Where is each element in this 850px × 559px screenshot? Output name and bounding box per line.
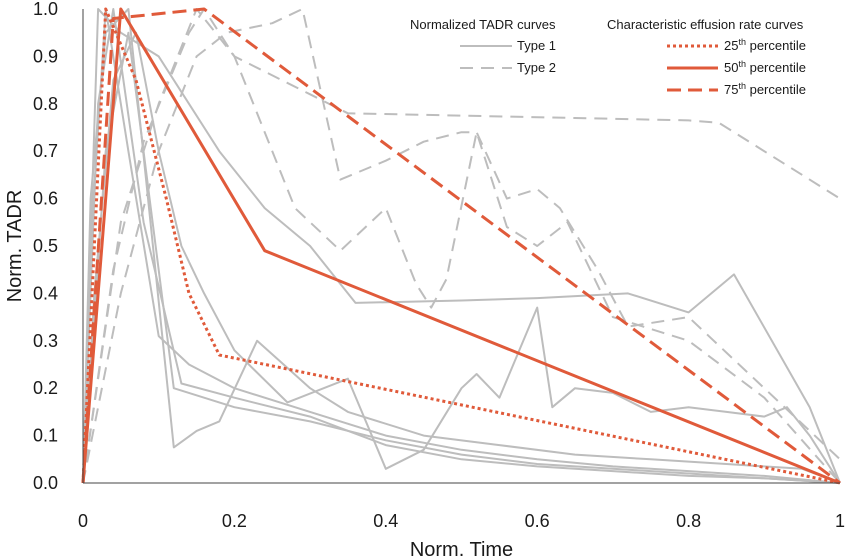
y-tick-label: 0.0 <box>33 473 58 493</box>
x-axis-title: Norm. Time <box>410 539 513 559</box>
series-line-0 <box>82 8 841 484</box>
series-layer <box>81 7 841 485</box>
series-line-11 <box>81 7 841 485</box>
x-tick-label: 1 <box>835 511 845 531</box>
y-tick-label: 0.8 <box>33 94 58 114</box>
series-line-7 <box>82 8 841 484</box>
legend-label-type-1: Type 1 <box>517 38 556 53</box>
series-line-9 <box>81 7 841 485</box>
y-tick-label: 1.0 <box>33 0 58 19</box>
series-line-2 <box>82 31 841 484</box>
x-tick-label: 0 <box>78 511 88 531</box>
series-line-3 <box>82 8 841 484</box>
y-tick-label: 0.1 <box>33 426 58 446</box>
x-tick-label: 0.6 <box>525 511 550 531</box>
legend-group1-entries: Type 1 Type 2 <box>460 38 556 75</box>
y-axis-title: Norm. TADR <box>4 190 26 303</box>
y-tick-label: 0.7 <box>33 141 58 161</box>
series-line-6 <box>82 8 841 484</box>
legend-group1-title: Normalized TADR curves <box>410 17 556 32</box>
x-tick-label: 0.8 <box>676 511 701 531</box>
legend-label-25th-percentile: 25th percentile <box>724 37 806 53</box>
y-tick-label: 0.4 <box>33 283 58 303</box>
y-tick-label: 0.2 <box>33 378 58 398</box>
legend-group2-title: Characteristic effusion rate curves <box>607 17 804 32</box>
series-line-5 <box>82 31 841 484</box>
tick-layer: 0 0.2 0.4 0.6 0.8 1 0.0 0.1 0.2 0.3 0.4 0.5 0.6 0.7 0.… <box>33 0 845 531</box>
series-line-8 <box>82 8 841 484</box>
legend-group2-entries: 25th percentile 50th percentile 75th perce… <box>667 37 806 97</box>
legend-label-50th-percentile: 50th percentile <box>724 59 806 75</box>
y-tick-label: 0.3 <box>33 331 58 351</box>
legend: Normalized TADR curves Characteristic ef… <box>410 17 806 97</box>
y-tick-label: 0.9 <box>33 46 58 66</box>
axes-layer <box>82 9 840 484</box>
y-tick-label: 0.5 <box>33 236 58 256</box>
y-tick-label: 0.6 <box>33 189 58 209</box>
legend-label-75th-percentile: 75th percentile <box>724 81 806 97</box>
legend-label-type-2: Type 2 <box>517 60 556 75</box>
x-tick-label: 0.2 <box>222 511 247 531</box>
series-line-10 <box>81 7 841 485</box>
x-tick-label: 0.4 <box>373 511 398 531</box>
